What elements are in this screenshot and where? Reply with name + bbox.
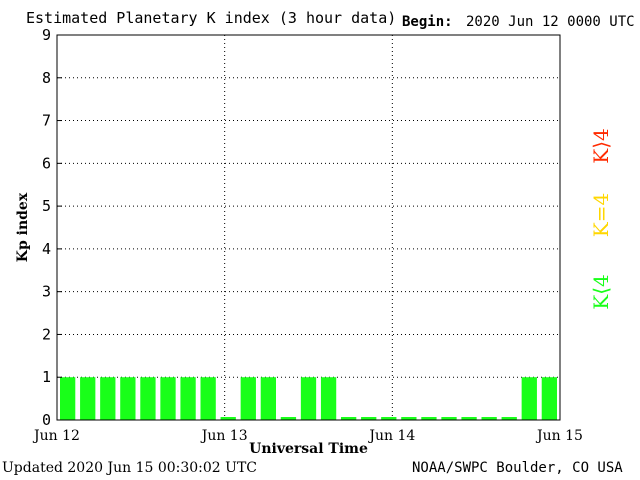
kp-bar bbox=[521, 377, 537, 420]
kp-bar bbox=[461, 417, 477, 420]
kp-bar bbox=[381, 417, 397, 420]
y-tick-label: 7 bbox=[42, 112, 51, 130]
kp-bar bbox=[100, 377, 116, 420]
legend-item: K⟨4 bbox=[589, 274, 613, 309]
credit-line: NOAA/SWPC Boulder, CO USA bbox=[412, 460, 623, 476]
y-ticks: 0 1 2 3 4 5 6 7 8 9 bbox=[42, 26, 62, 429]
bars-group bbox=[60, 377, 557, 420]
y-tick-label: 1 bbox=[42, 368, 51, 386]
x-tick-label: Jun 14 bbox=[367, 428, 415, 444]
updated-timestamp: Updated 2020 Jun 15 00:30:02 UTC bbox=[2, 460, 258, 476]
kp-bar bbox=[80, 377, 96, 420]
kp-bar bbox=[260, 377, 277, 420]
legend-item: K⟩4 bbox=[589, 128, 613, 163]
y-tick-label: 5 bbox=[42, 197, 51, 215]
kp-bar bbox=[441, 417, 457, 420]
legend: K⟨4 K=4 K⟩4 bbox=[589, 128, 613, 309]
kp-bar bbox=[421, 417, 437, 420]
kp-bar bbox=[541, 377, 557, 420]
x-tick-label: Jun 13 bbox=[200, 428, 248, 444]
chart-title: Estimated Planetary K index (3 hour data… bbox=[26, 9, 397, 27]
kp-bar bbox=[280, 417, 297, 420]
kp-bar bbox=[340, 417, 357, 420]
kp-bar bbox=[220, 417, 236, 420]
y-tick-label: 0 bbox=[42, 411, 51, 429]
x-tick-label: Jun 12 bbox=[32, 428, 80, 444]
kp-bar bbox=[501, 417, 517, 420]
begin-value: 2020 Jun 12 0000 UTC bbox=[466, 14, 635, 30]
kp-bar bbox=[60, 377, 76, 420]
y-tick-label: 3 bbox=[42, 283, 51, 301]
kp-bar bbox=[320, 377, 337, 420]
x-tick-label: Jun 15 bbox=[535, 428, 583, 444]
grid-lines bbox=[57, 35, 560, 420]
y-tick-label: 4 bbox=[42, 240, 51, 258]
kp-bar bbox=[240, 377, 256, 420]
y-tick-label: 9 bbox=[42, 26, 51, 44]
kp-bar bbox=[180, 377, 196, 420]
kp-bar bbox=[120, 377, 136, 420]
kp-bar bbox=[300, 377, 317, 420]
x-ticks: Jun 12 Jun 13 Jun 14 Jun 15 bbox=[32, 428, 583, 444]
legend-item: K=4 bbox=[589, 193, 613, 237]
begin-label: Begin: bbox=[402, 14, 453, 30]
y-tick-label: 8 bbox=[42, 69, 51, 87]
y-tick-label: 2 bbox=[42, 325, 51, 343]
x-axis-label: Universal Time bbox=[249, 441, 368, 457]
kp-bar bbox=[140, 377, 156, 420]
kp-bar bbox=[481, 417, 497, 420]
kp-bar bbox=[200, 377, 216, 420]
kp-bar bbox=[361, 417, 377, 420]
y-tick-label: 6 bbox=[42, 154, 51, 172]
kp-bar bbox=[160, 377, 176, 420]
plot-frame bbox=[56, 34, 561, 421]
kp-bar bbox=[401, 417, 417, 420]
y-axis-label: Kp index bbox=[15, 192, 31, 262]
